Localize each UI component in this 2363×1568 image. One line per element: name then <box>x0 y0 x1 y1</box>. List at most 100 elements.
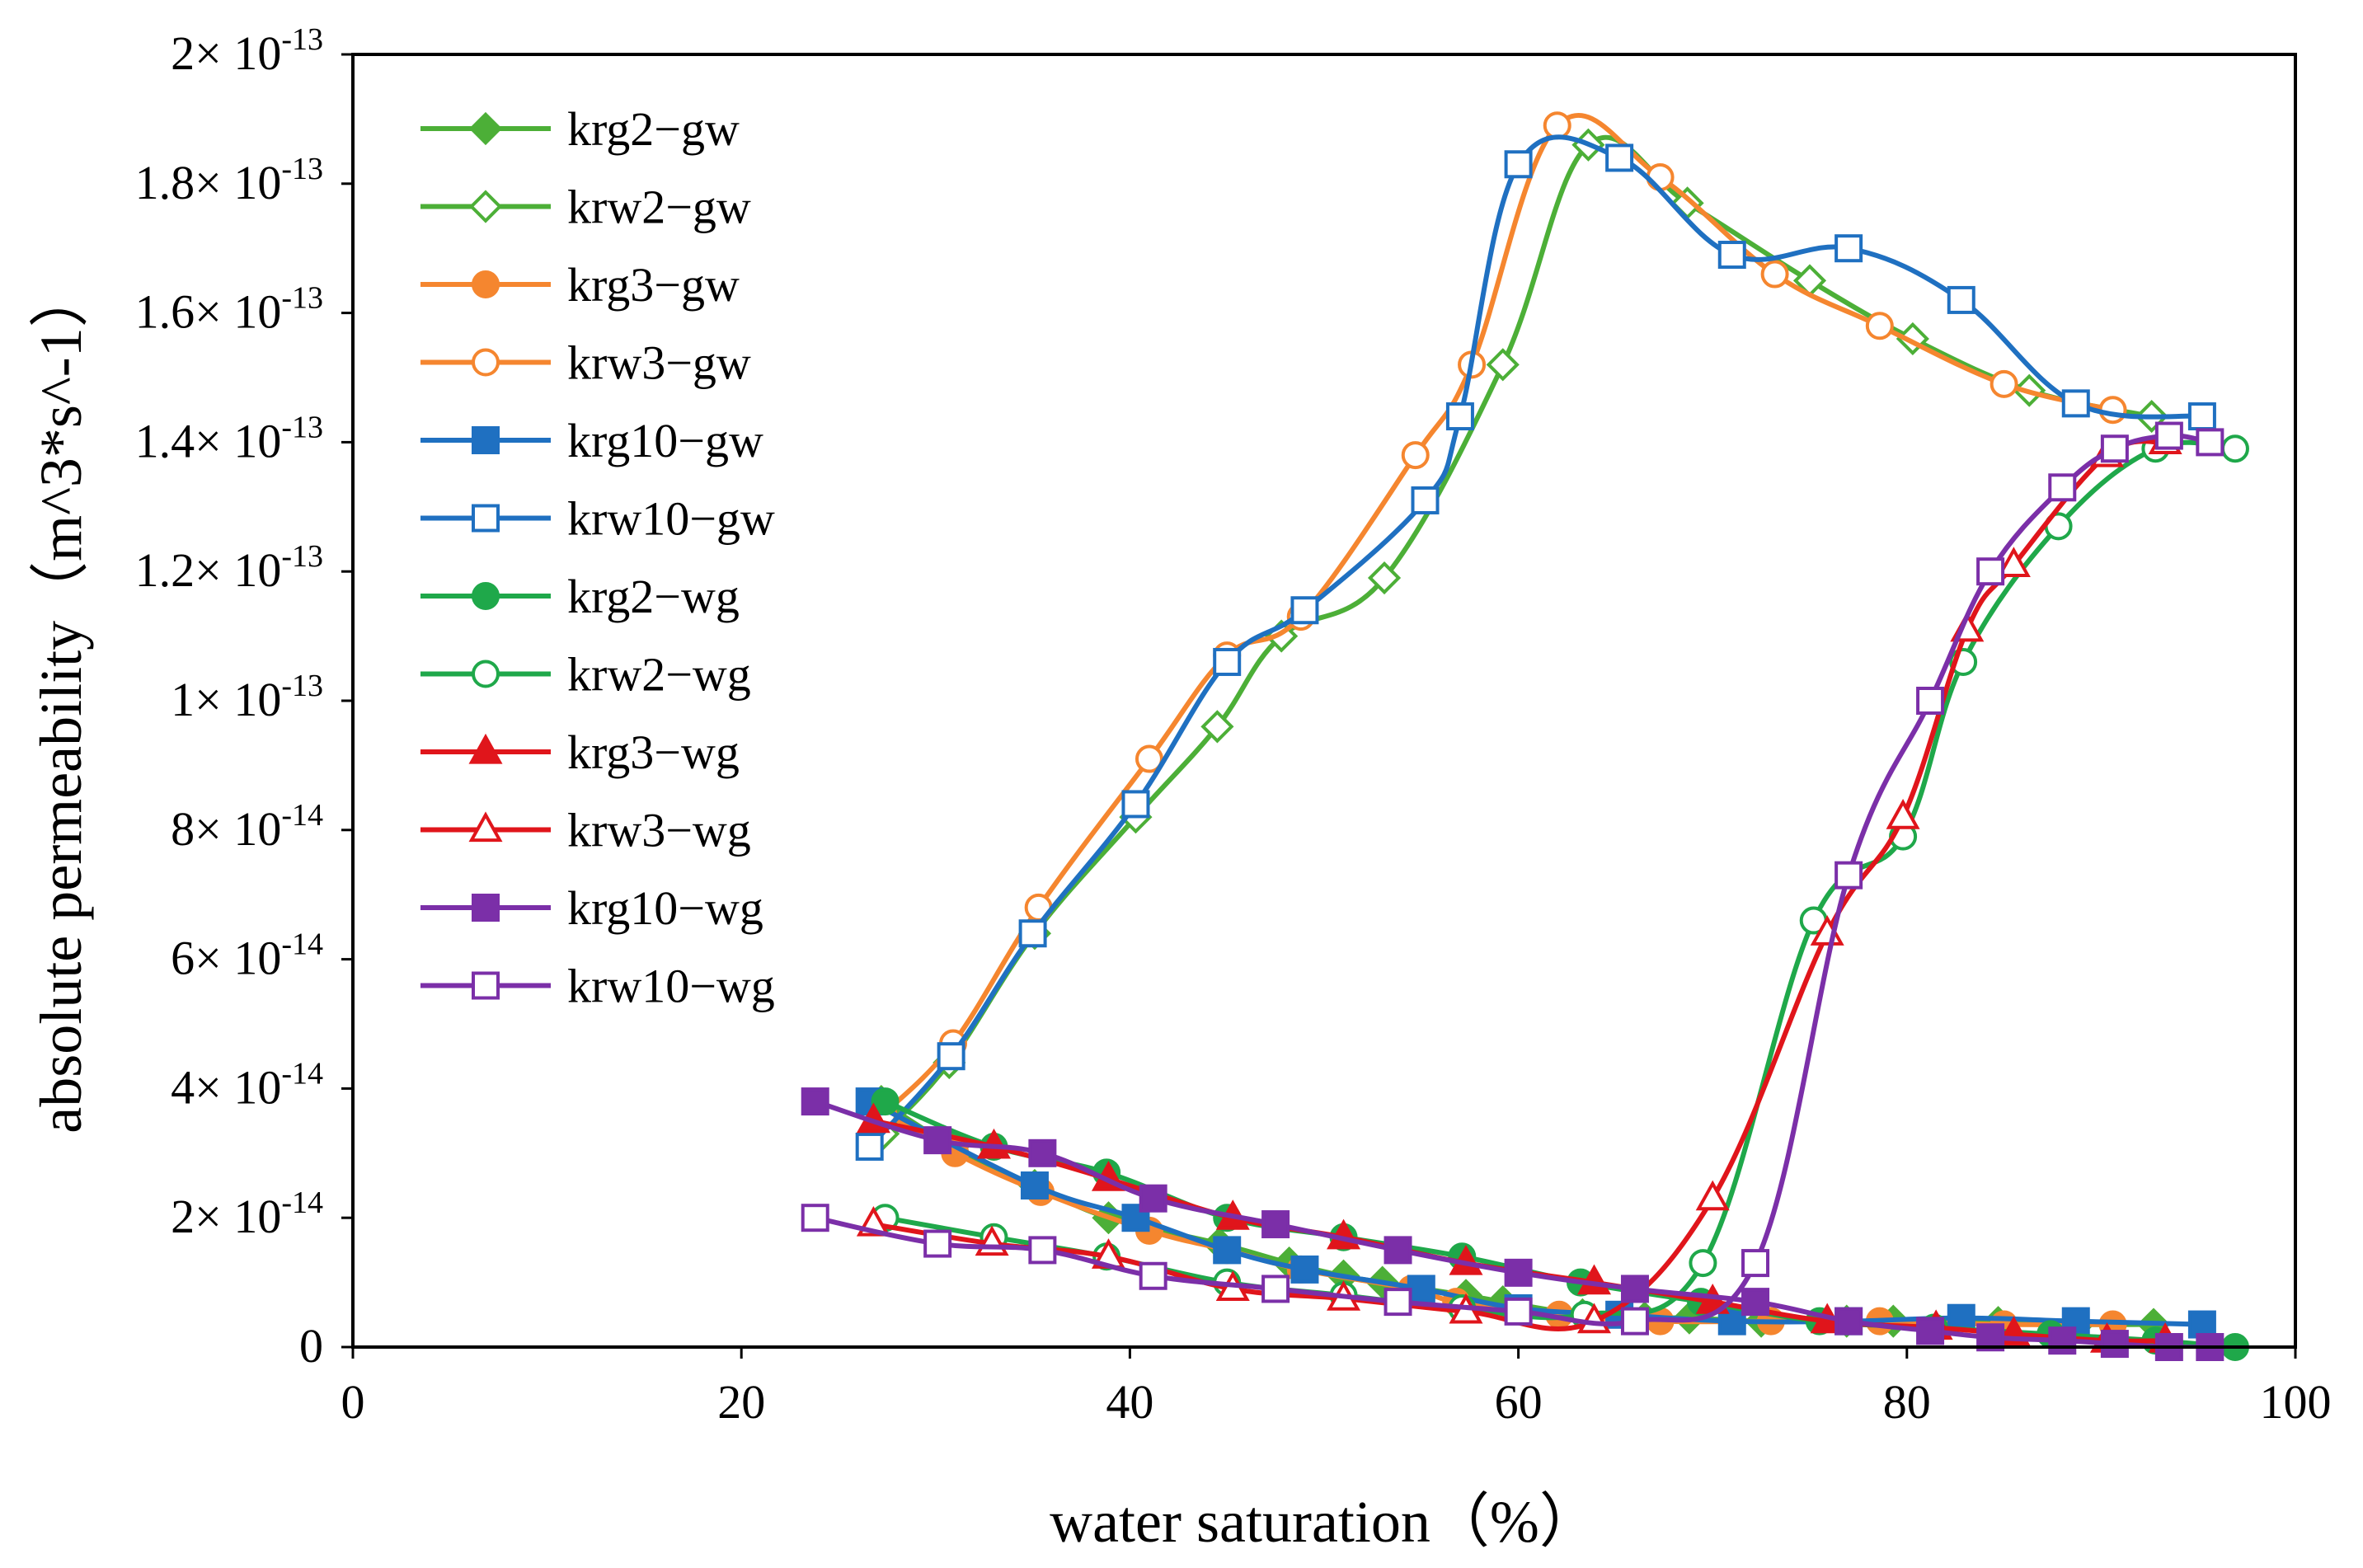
data-point <box>2187 1310 2216 1339</box>
legend-marker <box>472 348 500 377</box>
data-point <box>1717 241 1746 270</box>
y-tick-mantissa: 8× 10 <box>171 802 281 856</box>
series-line <box>876 1106 2113 1327</box>
series-krw10-wg <box>801 421 2224 1336</box>
data-point <box>1504 1258 1533 1287</box>
legend-item: krw3−wg <box>420 804 751 857</box>
legend-item: krw10−wg <box>420 960 775 1013</box>
y-tick-mantissa: 6× 10 <box>171 932 281 985</box>
legend-item: krg2−wg <box>420 570 740 623</box>
legend-label: krw3−wg <box>567 804 751 857</box>
data-point <box>2187 402 2216 431</box>
legend-marker <box>472 971 500 1000</box>
data-point <box>1741 1288 1770 1317</box>
y-tick-exponent: -14 <box>281 927 323 962</box>
data-point <box>1028 1236 1057 1265</box>
legend-marker <box>472 582 500 610</box>
data-point <box>1135 744 1163 773</box>
y-tick-exponent: -13 <box>281 669 323 703</box>
data-point <box>1290 1255 1319 1284</box>
legend-marker <box>468 190 503 223</box>
data-point <box>2100 1330 2129 1359</box>
data-point <box>1760 260 1789 289</box>
data-point <box>923 1126 952 1155</box>
x-tick-label: 100 <box>2260 1375 2332 1429</box>
legend-label: krw2−gw <box>567 181 751 234</box>
data-point <box>1367 561 1402 595</box>
x-tick-label: 80 <box>1883 1375 1931 1429</box>
y-tick-label: 4× 10-14 <box>171 1056 323 1114</box>
legend-marker <box>472 504 500 533</box>
series-krg10-gw <box>855 1087 2216 1339</box>
legend-item: krw3−gw <box>420 336 751 390</box>
data-point <box>1834 861 1863 890</box>
x-tick-label: 0 <box>341 1375 365 1429</box>
data-point <box>2061 389 2090 418</box>
legend-marker <box>472 894 500 922</box>
data-point <box>1261 1210 1290 1239</box>
series-line <box>881 112 2114 1116</box>
data-point <box>2100 434 2129 463</box>
legend-item: krw2−gw <box>420 181 751 234</box>
data-point <box>1504 1297 1533 1326</box>
data-point <box>2220 434 2249 463</box>
y-tick-label: 2× 10-14 <box>171 1185 323 1243</box>
data-point <box>1916 687 1945 715</box>
data-point <box>1947 285 1975 314</box>
y-tick-exponent: -13 <box>281 539 323 574</box>
legend-label: krw3−gw <box>567 336 751 390</box>
data-point <box>1834 234 1863 263</box>
data-point <box>937 1042 965 1071</box>
y-tick-mantissa: 2× 10 <box>171 26 281 80</box>
data-point <box>1605 143 1634 172</box>
y-tick-label: 8× 10-14 <box>171 798 323 856</box>
y-tick-label: 1.4× 10-13 <box>135 410 323 467</box>
data-point <box>1200 710 1234 744</box>
data-point <box>1028 1138 1057 1167</box>
data-point <box>1996 547 2031 577</box>
data-point <box>1543 111 1571 140</box>
data-point <box>923 1229 952 1258</box>
data-point <box>1689 1249 1717 1278</box>
legend-label: krg10−gw <box>567 414 763 467</box>
legend-marker <box>468 811 503 843</box>
x-axis-title: water saturation（%） <box>1050 1489 1599 1555</box>
series-line <box>880 1099 2154 1327</box>
data-point <box>1018 919 1047 948</box>
y-tick-label: 1× 10-13 <box>171 669 323 726</box>
data-point <box>1865 312 1894 340</box>
data-point <box>1121 790 1150 819</box>
legend-marker <box>472 270 500 298</box>
y-tick-mantissa: 1× 10 <box>171 673 281 726</box>
legend-item: krw10−gw <box>420 492 775 546</box>
legend-item: krg2−gw <box>420 102 740 156</box>
y-tick-mantissa: 0 <box>299 1319 323 1373</box>
data-point <box>1020 1171 1049 1199</box>
data-point <box>1213 1236 1242 1265</box>
data-point <box>1401 441 1430 470</box>
data-point <box>1445 402 1474 431</box>
y-tick-label: 0 <box>299 1319 323 1373</box>
y-tick-mantissa: 2× 10 <box>171 1190 281 1243</box>
legend-marker <box>468 733 503 764</box>
legend-label: krg2−wg <box>567 570 740 623</box>
y-tick-label: 1.2× 10-13 <box>135 539 323 597</box>
series-line <box>885 439 2236 1321</box>
data-point <box>1620 1275 1649 1303</box>
y-tick-label: 6× 10-14 <box>171 927 323 985</box>
series-line <box>867 134 2203 1148</box>
legend-label: krw10−gw <box>567 492 775 546</box>
series-layer <box>801 111 2249 1361</box>
y-tick-mantissa: 1.2× 10 <box>135 543 282 597</box>
data-point <box>1213 647 1242 676</box>
data-point <box>1139 1261 1167 1290</box>
legend-marker <box>472 660 500 688</box>
y-tick-mantissa: 1.4× 10 <box>135 414 282 467</box>
legend-marker <box>468 111 503 146</box>
data-point <box>2048 473 2077 502</box>
data-point <box>801 1204 829 1232</box>
data-point <box>1139 1184 1167 1213</box>
data-point <box>1290 596 1319 625</box>
data-point <box>1916 1317 1945 1345</box>
